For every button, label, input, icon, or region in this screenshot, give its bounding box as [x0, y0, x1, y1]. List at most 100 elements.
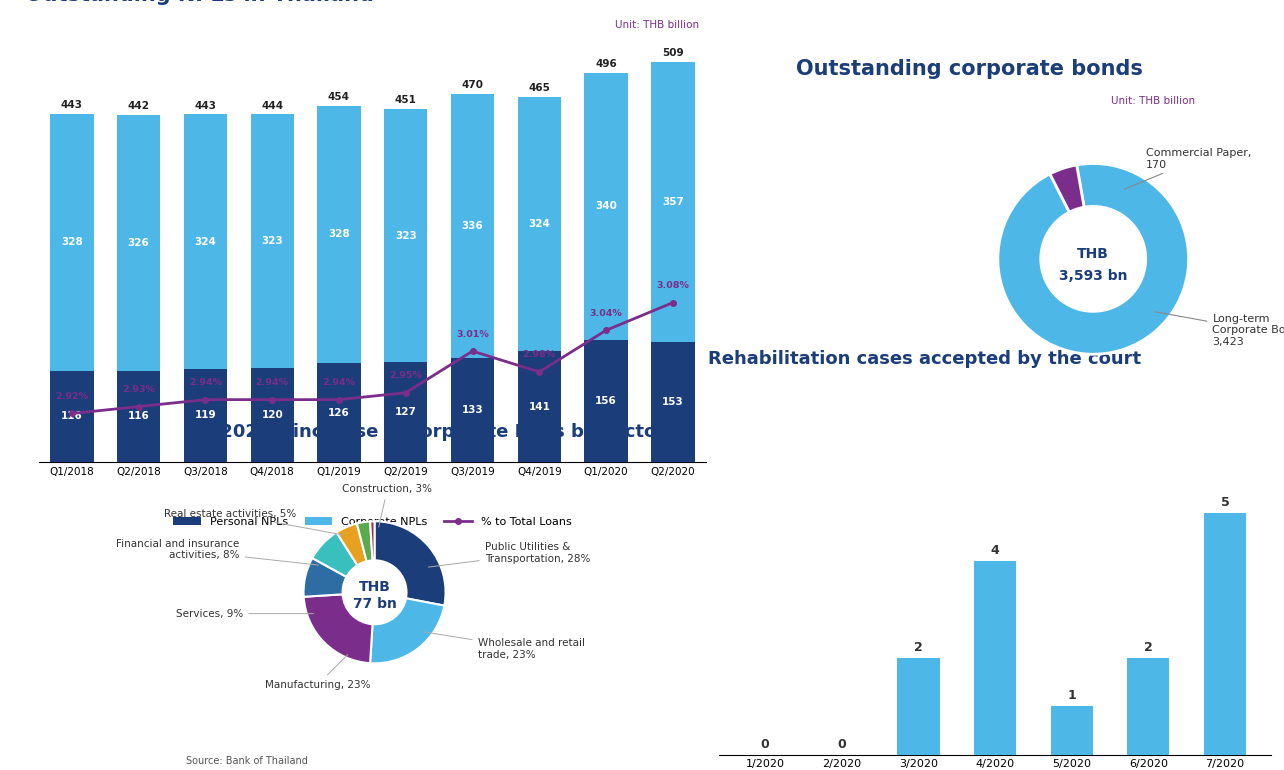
- Text: 2.98%: 2.98%: [523, 350, 556, 360]
- Text: 2: 2: [914, 641, 923, 654]
- Wedge shape: [370, 598, 444, 663]
- Bar: [384, 109, 428, 363]
- Text: Commercial Paper,
170: Commercial Paper, 170: [1125, 148, 1251, 189]
- Text: 454: 454: [327, 92, 351, 102]
- Text: Unit: THB billion: Unit: THB billion: [615, 19, 700, 29]
- Text: 2: 2: [1144, 641, 1153, 654]
- Wedge shape: [303, 594, 372, 663]
- Text: Financial and insurance
activities, 8%: Financial and insurance activities, 8%: [117, 539, 318, 565]
- Wedge shape: [1050, 165, 1084, 213]
- Text: 465: 465: [528, 83, 551, 93]
- Text: 1: 1: [1067, 689, 1076, 702]
- Text: 324: 324: [194, 236, 217, 246]
- Wedge shape: [357, 521, 372, 561]
- Text: 2.95%: 2.95%: [389, 371, 422, 380]
- Bar: [1050, 706, 1093, 755]
- Text: 443: 443: [60, 100, 83, 110]
- Text: 443: 443: [194, 101, 217, 111]
- Text: Source: Thai BMA as of 31 July 2020: Source: Thai BMA as of 31 July 2020: [796, 444, 972, 454]
- Wedge shape: [336, 524, 367, 565]
- Bar: [1204, 513, 1245, 755]
- Text: Services, 9%: Services, 9%: [176, 608, 313, 618]
- Bar: [184, 115, 227, 369]
- Bar: [1127, 658, 1170, 755]
- Text: Outstanding corporate bonds: Outstanding corporate bonds: [796, 59, 1143, 79]
- Text: 2.93%: 2.93%: [122, 385, 155, 394]
- Text: 4: 4: [991, 544, 999, 557]
- Text: 133: 133: [462, 405, 483, 415]
- Text: 126: 126: [329, 407, 349, 417]
- Bar: [317, 363, 361, 462]
- Wedge shape: [312, 532, 357, 577]
- Text: 444: 444: [261, 101, 284, 111]
- Bar: [317, 105, 361, 363]
- Text: 324: 324: [528, 219, 551, 229]
- Wedge shape: [375, 521, 446, 606]
- Text: 336: 336: [462, 221, 483, 231]
- Text: 119: 119: [195, 410, 216, 420]
- Bar: [250, 368, 294, 462]
- Text: 141: 141: [528, 402, 551, 412]
- Text: 0: 0: [761, 738, 769, 751]
- Text: Construction, 3%: Construction, 3%: [343, 484, 433, 527]
- Text: 77 bn: 77 bn: [353, 597, 397, 611]
- Text: Long-term
Corporate Bond,
3,423: Long-term Corporate Bond, 3,423: [1156, 312, 1284, 347]
- Text: 2.92%: 2.92%: [55, 392, 89, 401]
- Bar: [898, 658, 940, 755]
- Text: Rehabilitation cases accepted by the court: Rehabilitation cases accepted by the cou…: [707, 350, 1141, 368]
- Text: 470: 470: [461, 80, 484, 90]
- Text: 451: 451: [394, 95, 417, 105]
- Text: 3.01%: 3.01%: [456, 330, 489, 339]
- Text: Source: Bank of Thailand: Source: Bank of Thailand: [186, 756, 308, 766]
- Text: THB: THB: [1077, 247, 1109, 261]
- Text: Outstanding NPLs in Thailand: Outstanding NPLs in Thailand: [26, 0, 374, 5]
- Text: 3,593 bn: 3,593 bn: [1059, 269, 1127, 283]
- Text: 328: 328: [62, 237, 82, 247]
- Text: 5: 5: [1221, 496, 1229, 509]
- Text: 2.94%: 2.94%: [256, 378, 289, 387]
- Bar: [517, 351, 561, 462]
- Text: 340: 340: [594, 201, 618, 211]
- Text: 323: 323: [395, 231, 416, 241]
- Bar: [50, 371, 94, 462]
- Bar: [117, 371, 160, 462]
- Bar: [584, 73, 628, 340]
- Text: THB: THB: [358, 580, 390, 594]
- Bar: [250, 115, 294, 368]
- Text: Public Utilities &
Transportation, 28%: Public Utilities & Transportation, 28%: [429, 542, 591, 567]
- Text: 116: 116: [62, 411, 82, 421]
- Bar: [50, 114, 94, 371]
- Text: Wholesale and retail
trade, 23%: Wholesale and retail trade, 23%: [424, 632, 584, 660]
- Bar: [651, 62, 695, 342]
- Text: Q2/2020's increase in corporate NPLs by sector: Q2/2020's increase in corporate NPLs by …: [186, 423, 665, 441]
- Text: 3.04%: 3.04%: [589, 309, 623, 318]
- Text: 3.08%: 3.08%: [656, 281, 690, 290]
- Bar: [584, 340, 628, 462]
- Bar: [451, 357, 494, 462]
- Wedge shape: [370, 521, 375, 561]
- Text: Unit: THB billion: Unit: THB billion: [1111, 96, 1194, 106]
- Text: 326: 326: [128, 238, 149, 248]
- Wedge shape: [998, 163, 1189, 354]
- Text: Real estate activities, 5%: Real estate activities, 5%: [164, 509, 343, 535]
- Text: 153: 153: [663, 397, 683, 407]
- Bar: [517, 97, 561, 351]
- Text: 323: 323: [262, 236, 282, 246]
- Text: 127: 127: [394, 407, 417, 417]
- Bar: [184, 369, 227, 462]
- Text: 120: 120: [262, 410, 282, 420]
- Text: Manufacturing, 23%: Manufacturing, 23%: [265, 654, 371, 690]
- Bar: [451, 94, 494, 357]
- Text: 328: 328: [329, 229, 349, 239]
- Bar: [975, 561, 1016, 755]
- Text: 116: 116: [128, 411, 149, 421]
- Bar: [117, 116, 160, 371]
- Bar: [651, 342, 695, 462]
- Legend: Personal NPLs, Corporate NPLs, % to Total Loans: Personal NPLs, Corporate NPLs, % to Tota…: [168, 512, 577, 531]
- Text: 156: 156: [596, 396, 616, 406]
- Text: 2.94%: 2.94%: [322, 378, 356, 387]
- Text: 496: 496: [596, 59, 616, 69]
- Text: 2.94%: 2.94%: [189, 378, 222, 387]
- Wedge shape: [303, 558, 347, 597]
- Text: 442: 442: [127, 102, 150, 112]
